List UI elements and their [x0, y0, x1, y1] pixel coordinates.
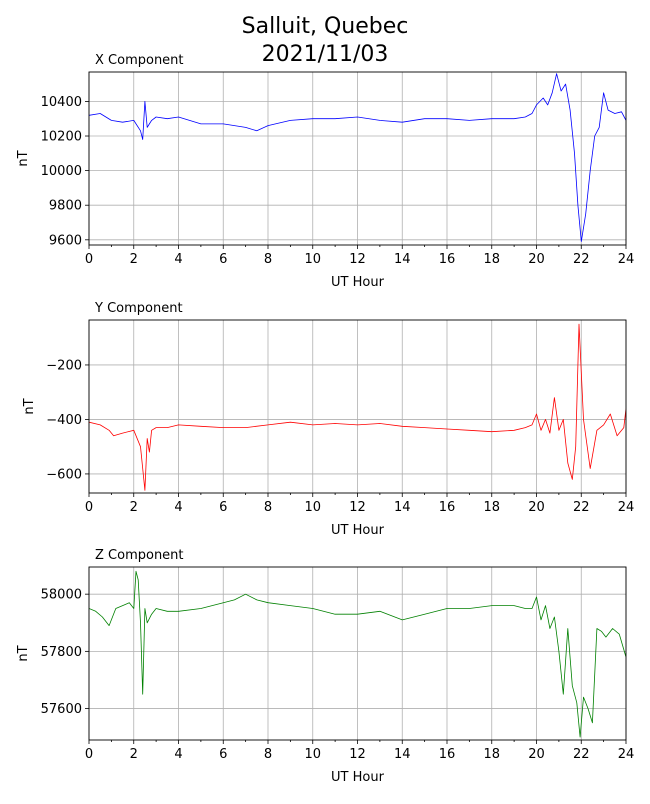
z-component-xtick-label: 8: [264, 747, 272, 762]
y-component-ytick-label: −200: [46, 358, 82, 373]
x-component-data-line: [89, 73, 626, 242]
z-component-xtick-label: 16: [439, 747, 456, 762]
z-component-xtick-label: 10: [304, 747, 321, 762]
x-component-ytick-label: 9800: [49, 199, 82, 214]
x-component-xtick-label: 20: [528, 252, 545, 267]
y-component-xlabel: UT Hour: [331, 523, 385, 538]
x-component-xlabel: UT Hour: [331, 275, 385, 290]
z-component-ytick-label: 57600: [41, 702, 82, 717]
y-component-ylabel: nT: [22, 398, 37, 414]
x-component-xtick-label: 24: [618, 252, 635, 267]
y-component-xtick-label: 22: [573, 500, 590, 515]
x-component-xtick-label: 6: [219, 252, 227, 267]
y-component-ytick-label: −600: [46, 467, 82, 482]
y-component-data-line: [89, 323, 626, 491]
z-component-xtick-label: 12: [349, 747, 366, 762]
y-component-xtick-label: 10: [304, 500, 321, 515]
y-component-xtick-label: 20: [528, 500, 545, 515]
x-component-ylabel: nT: [16, 150, 31, 166]
x-component-ytick-label: 10400: [41, 95, 82, 110]
z-component-ytick-label: 57800: [41, 645, 82, 660]
x-component-xtick-label: 8: [264, 252, 272, 267]
y-component-xtick-label: 24: [618, 500, 635, 515]
y-component-xtick-label: 6: [219, 500, 227, 515]
z-component-title: Z Component: [95, 548, 184, 563]
y-component-xtick-label: 2: [130, 500, 138, 515]
x-component-axes-frame: [88, 71, 627, 246]
x-component-ytick-label: 10200: [41, 130, 82, 145]
y-component-xtick-label: 12: [349, 500, 366, 515]
y-component-axes-frame: [88, 319, 627, 494]
z-component-xtick-label: 2: [130, 747, 138, 762]
x-component-ytick-label: 9600: [49, 233, 82, 248]
z-component-ylabel: nT: [16, 645, 31, 661]
z-component-xlabel: UT Hour: [331, 770, 385, 785]
x-component-xtick-label: 16: [439, 252, 456, 267]
y-component-title: Y Component: [94, 301, 183, 316]
y-component-ytick-label: −400: [46, 413, 82, 428]
z-component-xtick-label: 24: [618, 747, 635, 762]
z-component-xtick-label: 6: [219, 747, 227, 762]
x-component-ytick-label: 10000: [41, 164, 82, 179]
y-component-xtick-label: 0: [85, 500, 93, 515]
y-component-xtick-label: 16: [439, 500, 456, 515]
x-component-title: X Component: [95, 53, 184, 68]
y-component-xtick-label: 18: [483, 500, 500, 515]
x-component-xtick-label: 2: [130, 252, 138, 267]
y-component-xtick-label: 8: [264, 500, 272, 515]
z-component-xtick-label: 0: [85, 747, 93, 762]
x-component-xtick-label: 22: [573, 252, 590, 267]
z-component-data-line: [89, 570, 626, 738]
figure-title-line2: 2021/11/03: [262, 42, 389, 67]
z-component-xtick-label: 18: [483, 747, 500, 762]
y-component-xtick-label: 14: [394, 500, 411, 515]
z-component-xtick-label: 20: [528, 747, 545, 762]
x-component-xtick-label: 0: [85, 252, 93, 267]
x-component-xtick-label: 18: [483, 252, 500, 267]
x-component-xtick-label: 12: [349, 252, 366, 267]
x-component-xtick-label: 4: [174, 252, 182, 267]
z-component-xtick-label: 14: [394, 747, 411, 762]
figure-title-line1: Salluit, Quebec: [242, 14, 409, 39]
z-component-xtick-label: 4: [174, 747, 182, 762]
z-component-xtick-label: 22: [573, 747, 590, 762]
x-component-xtick-label: 10: [304, 252, 321, 267]
x-component-xtick-label: 14: [394, 252, 411, 267]
z-component-axes-frame: [88, 566, 627, 741]
y-component-xtick-label: 4: [174, 500, 182, 515]
z-component-ytick-label: 58000: [41, 588, 82, 603]
